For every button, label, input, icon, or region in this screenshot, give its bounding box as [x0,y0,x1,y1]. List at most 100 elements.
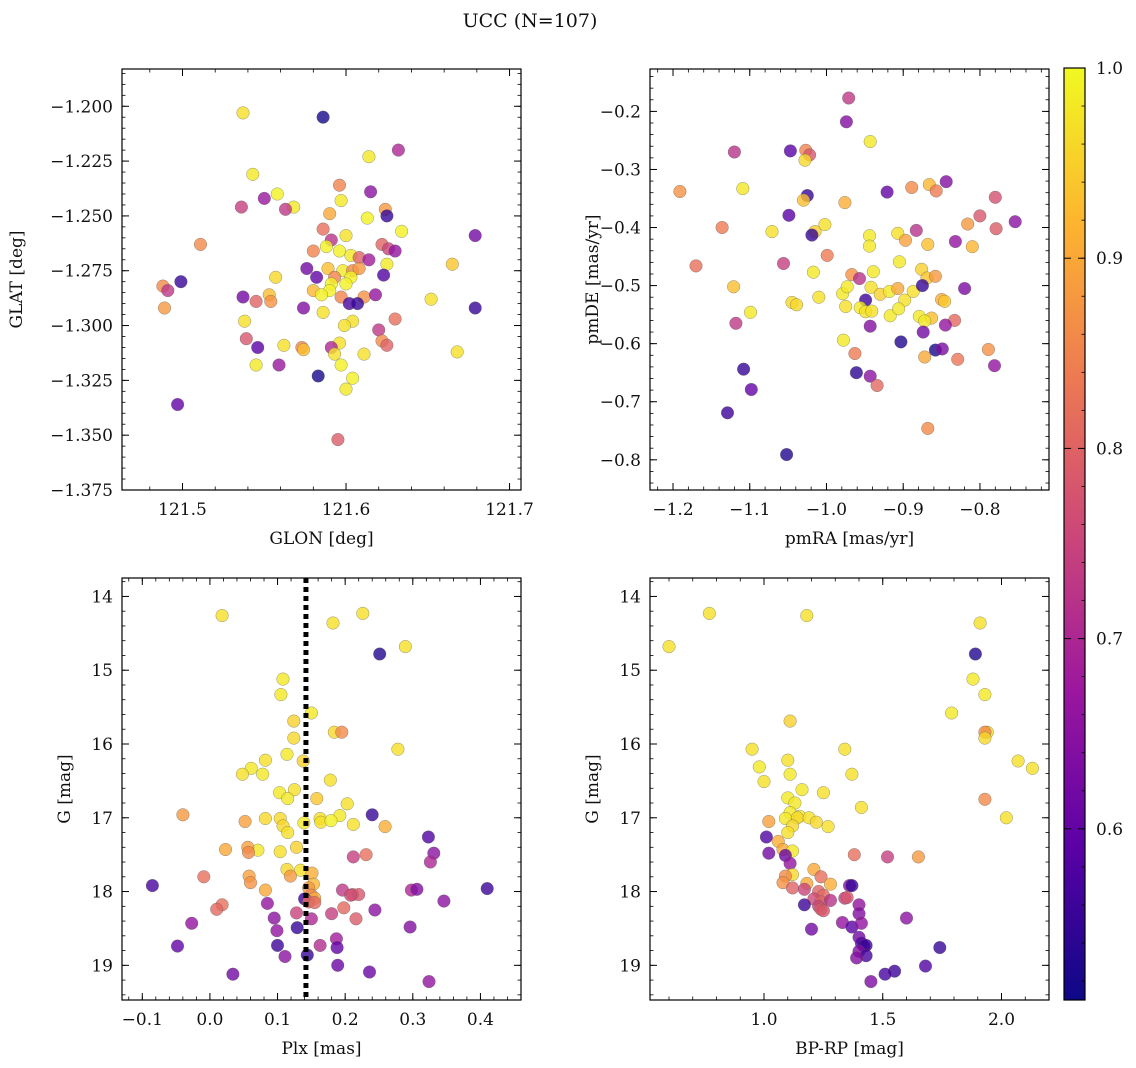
scatter-point [916,325,930,339]
scatter-point [236,106,250,120]
scatter-point [702,606,716,620]
scatter-point [210,902,224,916]
scatter-point [323,207,337,221]
y-tick-label: 14 [619,587,641,607]
scatter-point [422,975,436,989]
scatter-point [346,817,360,831]
scatter-point [938,294,952,308]
scatter-point [388,244,402,258]
y-tick-label: −0.7 [600,393,641,413]
scatter-point [238,814,252,829]
scatter-point [319,240,333,254]
scatter-point [752,760,766,774]
scatter-point [287,783,301,797]
scatter-point [1025,761,1039,775]
scatter-point [757,775,771,789]
scatter-point [866,265,880,279]
scatter-point [306,244,320,258]
scatter-point [365,808,379,822]
y-tick-label: −1.375 [50,481,113,501]
scatter-point [840,890,854,905]
scatter-point [316,110,330,124]
scatter-point [316,305,330,319]
scatter-point [421,830,435,844]
y-tick-label: −1.250 [50,207,113,227]
x-tick-label: 0.4 [467,1010,494,1030]
scatter-point [1011,754,1025,768]
scatter-point [424,292,438,306]
x-axis-label: BP-RP [mag] [795,1039,904,1059]
scatter-point [662,640,676,654]
scatter-points [673,91,1022,462]
scatter-point [445,257,459,271]
scatter-point [736,182,750,196]
scatter-point [280,747,294,761]
scatter-point [727,145,741,159]
x-tick-label: −1.1 [729,500,770,520]
scatter-point [346,850,360,864]
scatter-point [928,269,942,283]
scatter-point [796,193,811,207]
scatter-point [270,938,285,952]
panel-glon-glat: 121.5 121.6 121.7 −1.200 −1.225 −1.250 −1.275 −… [7,68,534,549]
scatter-point [918,959,933,973]
scatter-point [278,949,292,964]
scatter-point [892,255,906,269]
scatter-point [468,301,482,315]
scatter-point [933,941,947,955]
scatter-point [269,270,283,284]
scatter-point [380,338,394,352]
scatter-point [391,143,405,157]
scatter-point [862,239,877,253]
scatter-point [236,290,250,304]
scatter-point [480,882,494,896]
scatter-point [838,742,852,756]
scatter-point [782,208,796,222]
scatter-point [246,167,260,181]
scatter-point [849,366,863,380]
scatter-point [378,820,392,834]
scatter-point [331,433,345,447]
scatter-point [865,304,879,318]
scatter-point [197,870,211,884]
scatter-point [785,881,800,895]
scatter-point [823,893,838,907]
x-tick-label: 0.2 [332,1010,359,1030]
scatter-point [845,879,859,893]
scatter-point [174,275,188,289]
scatter-point [176,808,190,822]
scatter-point [820,248,834,262]
scatter-point [988,190,1002,204]
x-axis-label: Plx [mas] [281,1039,361,1059]
y-tick-label: −1.200 [50,97,113,117]
scatter-point [863,319,877,333]
colorbar: 0.6 0.7 0.8 0.9 1.0 [1063,59,1123,1001]
scatter-point [344,888,358,902]
panel-plx-g: −0.1 0.0 0.1 0.2 0.3 0.4 14 15 16 17 18 19 Plx [mas]… [55,577,522,1059]
x-tick-label: 0.3 [399,1010,426,1030]
scatter-point [395,224,409,238]
scatter-point [905,180,919,195]
scatter-point [339,229,353,243]
scatter-point [898,233,913,247]
scatter-point [852,272,867,286]
scatter-point [238,314,252,328]
scatter-point [999,811,1013,825]
scatter-point [878,967,892,981]
scatter-point [780,448,794,462]
scatter-point [339,277,353,291]
scatter-point [892,302,906,316]
scatter-point [939,175,953,189]
scatter-point [948,234,962,249]
x-tick-label: 0.0 [196,1010,223,1030]
scatter-point [880,185,894,199]
scatter-point [854,916,868,930]
scatter-point [277,338,291,352]
scatter-point [289,840,304,854]
scatter-point [357,347,371,361]
scatter-point [978,731,992,745]
scatter-point [373,647,387,661]
scatter-point [880,850,895,864]
figure-title: UCC (N=107) [463,10,598,32]
axes-frame [649,68,1050,491]
